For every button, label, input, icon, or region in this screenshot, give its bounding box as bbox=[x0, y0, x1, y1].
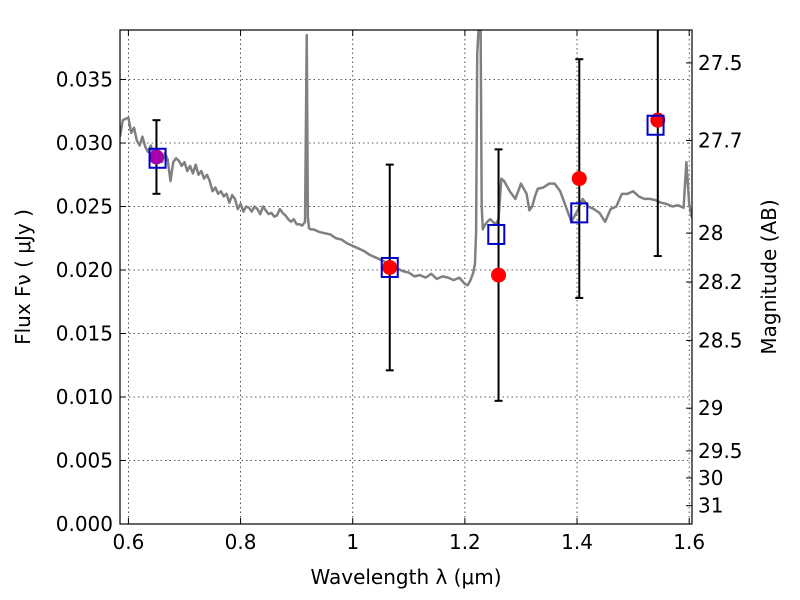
x-tick-label: 0.8 bbox=[225, 530, 257, 554]
observed-point bbox=[148, 149, 164, 165]
right-tick-label: 30 bbox=[698, 466, 723, 490]
right-axis-label: Magnitude (AB) bbox=[757, 199, 781, 354]
x-tick-label: 1.6 bbox=[673, 530, 705, 554]
right-tick-label: 29.5 bbox=[698, 439, 743, 463]
tick-labels: 0.6 0.8 1 1.2 1.4 1.6 0.000 0.005 0.010 0.015 0.02… bbox=[56, 51, 743, 554]
right-tick-label: 28 bbox=[698, 221, 723, 245]
y-axis-label: Flux Fν ( μJy ) bbox=[11, 209, 35, 345]
plot-frame bbox=[119, 29, 693, 525]
model-spectrum-group bbox=[120, 30, 692, 287]
y-tick-label: 0.015 bbox=[56, 322, 113, 346]
x-tick-label: 1 bbox=[346, 530, 359, 554]
model-photometry-square bbox=[487, 223, 506, 245]
x-tick-label: 0.6 bbox=[113, 530, 145, 554]
observed-point bbox=[382, 259, 398, 275]
y-tick-label: 0.000 bbox=[56, 512, 113, 536]
x-axis-label: Wavelength λ (μm) bbox=[310, 565, 501, 589]
y-tick-label: 0.025 bbox=[56, 195, 113, 219]
axis-ticks bbox=[120, 30, 692, 525]
y-tick-label: 0.030 bbox=[56, 131, 113, 155]
x-tick-label: 1.2 bbox=[449, 530, 481, 554]
model-photometry-square bbox=[380, 256, 399, 278]
errorbars-group bbox=[152, 30, 662, 402]
model-photometry-square bbox=[570, 202, 589, 224]
observed-point bbox=[571, 171, 587, 187]
right-tick-label: 27.5 bbox=[698, 51, 743, 75]
observed-point bbox=[491, 267, 507, 283]
right-tick-label: 29 bbox=[698, 396, 723, 420]
right-tick-label: 28.5 bbox=[698, 328, 743, 352]
y-tick-label: 0.005 bbox=[56, 449, 113, 473]
y-tick-label: 0.010 bbox=[56, 385, 113, 409]
right-tick-label: 31 bbox=[698, 494, 723, 518]
right-tick-label: 27.7 bbox=[698, 128, 743, 152]
model-photometry-square bbox=[148, 147, 167, 169]
grid bbox=[120, 30, 692, 525]
model-spectrum-line bbox=[120, 30, 692, 287]
x-tick-label: 1.4 bbox=[561, 530, 593, 554]
y-tick-label: 0.035 bbox=[56, 68, 113, 92]
model-photometry-square bbox=[646, 114, 665, 136]
y-tick-label: 0.020 bbox=[56, 258, 113, 282]
right-tick-label: 28.2 bbox=[698, 270, 743, 294]
data-points-group bbox=[148, 112, 666, 283]
